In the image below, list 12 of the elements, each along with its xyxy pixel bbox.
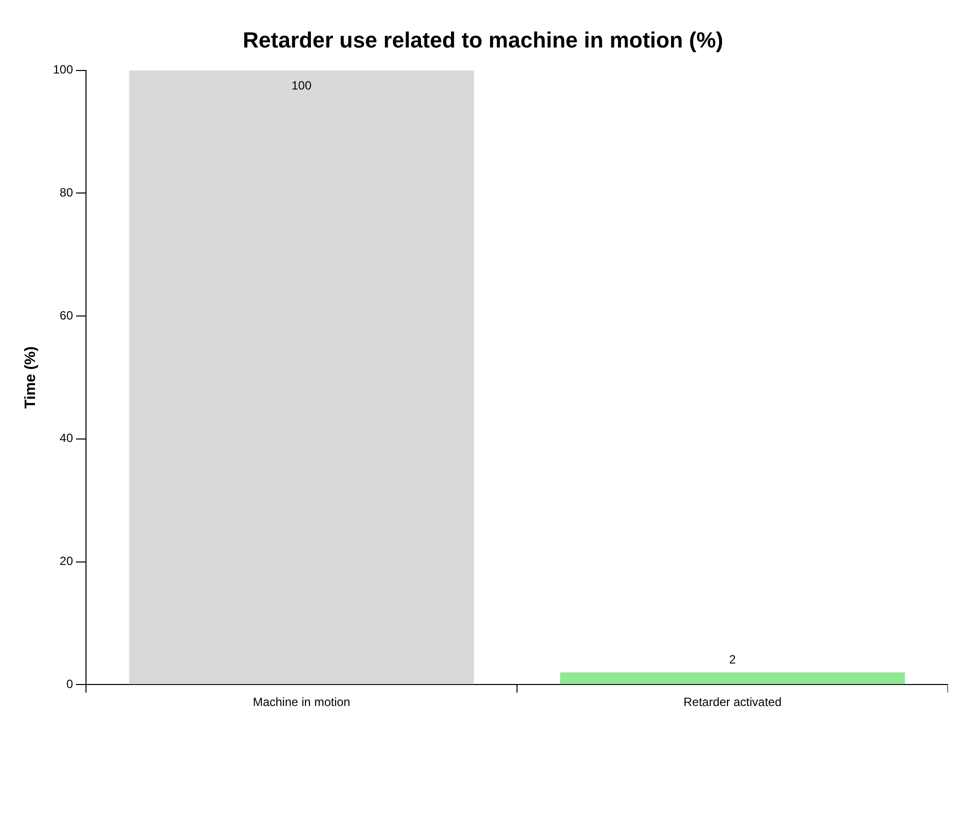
y-tick-label: 60 [60,308,74,322]
y-tick-label: 40 [60,431,74,446]
data-label: 100 [292,78,312,93]
data-label: 2 [729,652,736,667]
x-tick-label: Retarder activated [683,695,782,710]
x-tick-label: Machine in motion [252,695,350,710]
y-tick-label: 20 [60,554,74,568]
y-tick-label: 0 [66,676,74,691]
y-tick-label: 100 [52,62,74,77]
y-tick-label: 80 [60,186,74,200]
chart-title: Retarder use related to machine in motion (%) [242,27,724,52]
y-axis-title: Time (%) [22,346,40,409]
